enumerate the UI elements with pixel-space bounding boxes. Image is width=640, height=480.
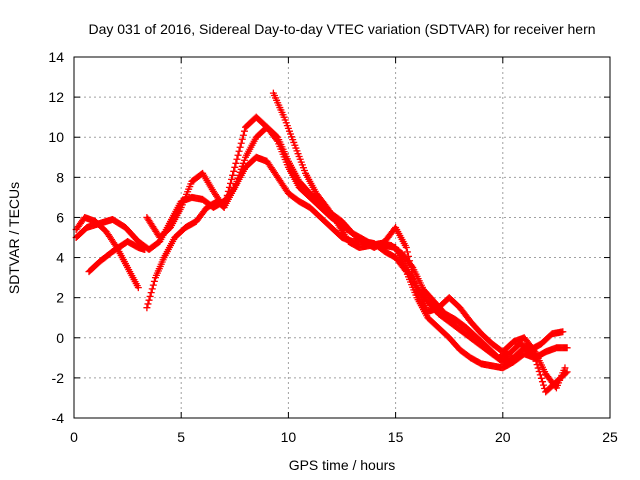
data-points (72, 89, 571, 396)
y-tick-label: -2 (52, 370, 65, 386)
x-tick-label: 10 (281, 429, 297, 445)
data-point (240, 156, 248, 164)
x-tick-label: 5 (177, 429, 185, 445)
data-point (235, 147, 243, 155)
data-point (230, 167, 238, 175)
data-point (229, 171, 237, 179)
data-point (220, 203, 228, 211)
data-point (149, 281, 157, 289)
data-point (228, 175, 236, 183)
x-axis-label: GPS time / hours (289, 457, 396, 473)
series-track-f (269, 89, 567, 362)
y-tick-label: 8 (56, 169, 64, 185)
data-point (561, 364, 569, 372)
data-point (233, 155, 241, 163)
data-point (537, 374, 545, 382)
data-point (402, 244, 410, 252)
data-point (238, 162, 246, 170)
data-point (530, 353, 538, 361)
data-point (403, 248, 411, 256)
data-point (147, 289, 155, 297)
y-tick-label: 12 (48, 89, 64, 105)
data-point (559, 328, 567, 336)
data-point (224, 187, 232, 195)
y-tick-label: 14 (48, 49, 64, 65)
data-point (227, 179, 235, 187)
data-point (146, 292, 154, 300)
grid-lines (74, 57, 610, 418)
chart-title: Day 031 of 2016, Sidereal Day-to-day VTE… (88, 21, 595, 37)
data-point (235, 171, 243, 179)
x-tick-label: 15 (388, 429, 404, 445)
data-point (273, 136, 281, 144)
data-point (237, 139, 245, 147)
data-point (134, 284, 142, 292)
y-tick-label: 6 (56, 209, 64, 225)
y-tick-label: -4 (52, 410, 65, 426)
y-tick-label: 0 (56, 330, 64, 346)
y-tick-label: 4 (56, 250, 64, 266)
data-point (145, 296, 153, 304)
data-point (239, 159, 247, 167)
data-point (538, 378, 546, 386)
x-tick-label: 20 (495, 429, 511, 445)
plot-frame (73, 56, 611, 419)
series-track-a (72, 213, 142, 292)
data-point (232, 180, 240, 188)
data-point (231, 163, 239, 171)
y-tick-label: 10 (48, 129, 64, 145)
data-point (237, 165, 245, 173)
data-point (148, 285, 156, 293)
data-point (144, 300, 152, 308)
y-tick-label: 2 (56, 290, 64, 306)
data-point (223, 191, 231, 199)
data-point (222, 195, 230, 203)
data-point (540, 381, 548, 389)
x-tick-label: 0 (70, 429, 78, 445)
data-point (531, 354, 539, 362)
data-point (236, 168, 244, 176)
data-point (534, 364, 542, 372)
data-point (535, 367, 543, 375)
data-point (533, 361, 541, 369)
data-point (562, 369, 570, 377)
x-tick-label: 25 (602, 429, 618, 445)
data-point (238, 135, 246, 143)
data-point (240, 127, 248, 135)
data-point (234, 151, 242, 159)
data-point (232, 159, 240, 167)
data-point (236, 143, 244, 151)
data-point (563, 344, 571, 352)
data-point (563, 368, 571, 376)
data-point (408, 262, 416, 270)
data-point (233, 177, 241, 185)
data-point (234, 174, 242, 182)
data-point (150, 277, 158, 285)
data-point (536, 371, 544, 379)
y-axis-label: SDTVAR / TECUs (6, 182, 22, 294)
data-point (532, 357, 540, 365)
axis-ticks: 0 5 10 15 20 25 -4 -2 0 2 4 6 8 10 12 14 (48, 49, 618, 445)
series-track-b (85, 238, 149, 276)
data-point (239, 131, 247, 139)
data-point (221, 199, 229, 207)
data-point (143, 304, 151, 312)
data-point (225, 183, 233, 191)
